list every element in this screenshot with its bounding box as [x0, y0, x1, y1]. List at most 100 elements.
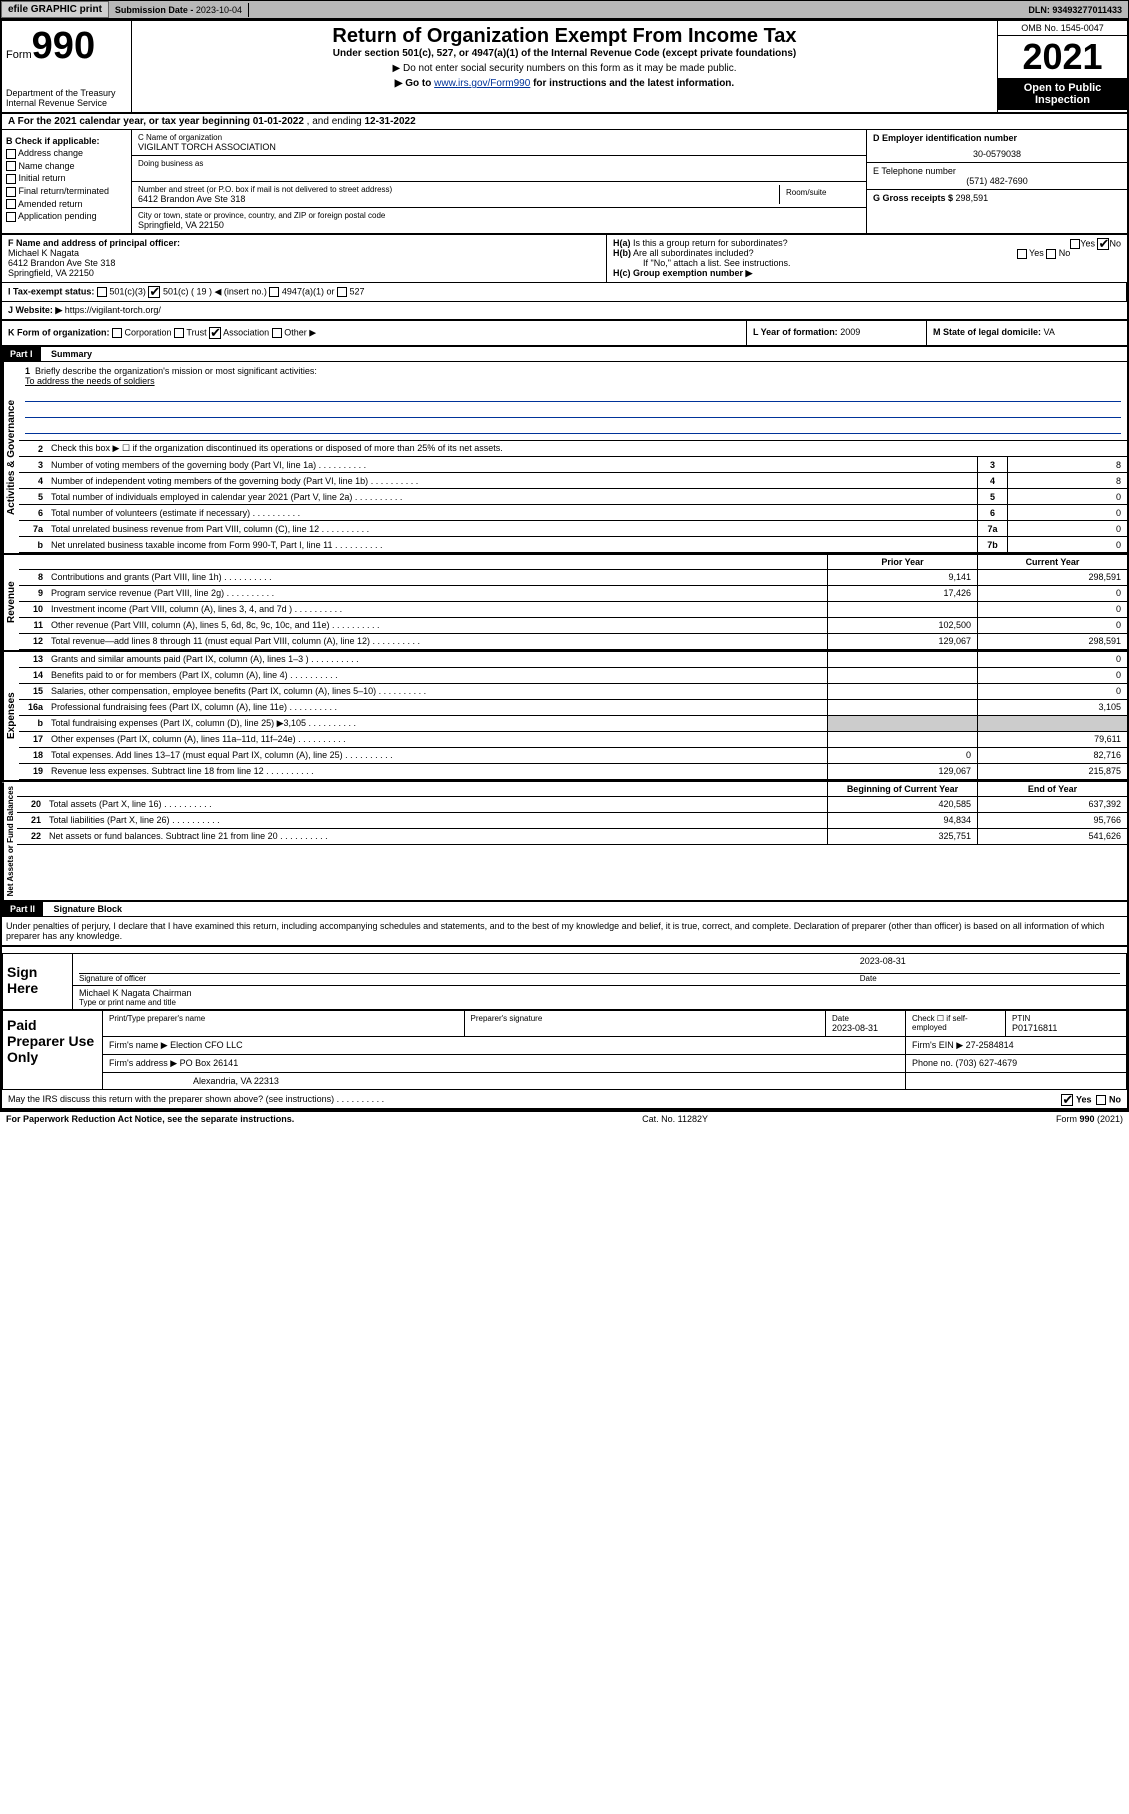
part2-title: Signature Block: [46, 902, 131, 916]
city-state-zip: Springfield, VA 22150: [138, 220, 860, 230]
rev-label: Revenue: [2, 555, 19, 650]
sig-date: 2023-08-31: [860, 956, 1120, 974]
summary-line: 19Revenue less expenses. Subtract line 1…: [19, 764, 1127, 780]
section-a-period: A For the 2021 calendar year, or tax yea…: [2, 114, 1127, 130]
summary-line: 8Contributions and grants (Part VIII, li…: [19, 570, 1127, 586]
final-return-checkbox[interactable]: [6, 187, 16, 197]
trust-checkbox[interactable]: [174, 328, 184, 338]
instructions-link[interactable]: www.irs.gov/Form990: [434, 78, 530, 89]
end-year-header: End of Year: [977, 782, 1127, 796]
current-year-header: Current Year: [977, 555, 1127, 569]
omb-number: OMB No. 1545-0047: [998, 21, 1127, 36]
part1-title: Summary: [43, 347, 100, 361]
ptin: P01716811: [1012, 1023, 1120, 1033]
gross-receipts: 298,591: [956, 193, 989, 203]
name-change-checkbox[interactable]: [6, 161, 16, 171]
telephone: (571) 482-7690: [873, 176, 1121, 186]
form-title: Return of Organization Exempt From Incom…: [136, 25, 993, 48]
other-checkbox[interactable]: [272, 328, 282, 338]
application-pending-checkbox[interactable]: [6, 212, 16, 222]
527-checkbox[interactable]: [337, 287, 347, 297]
declaration-text: Under penalties of perjury, I declare th…: [2, 917, 1127, 947]
hb-no-checkbox[interactable]: [1046, 249, 1056, 259]
summary-line: 17Other expenses (Part IX, column (A), l…: [19, 732, 1127, 748]
summary-line: 7aTotal unrelated business revenue from …: [19, 521, 1127, 537]
section-c-org-info: C Name of organization VIGILANT TORCH AS…: [132, 130, 867, 233]
street-address: 6412 Brandon Ave Ste 318: [138, 194, 779, 204]
firm-name: Election CFO LLC: [170, 1040, 243, 1050]
begin-year-header: Beginning of Current Year: [827, 782, 977, 796]
amended-return-checkbox[interactable]: [6, 199, 16, 209]
page-footer: For Paperwork Reduction Act Notice, see …: [0, 1112, 1129, 1126]
summary-line: 18Total expenses. Add lines 13–17 (must …: [19, 748, 1127, 764]
mission-text: To address the needs of soldiers: [25, 376, 1121, 386]
org-name: VIGILANT TORCH ASSOCIATION: [138, 142, 860, 152]
submission-date: Submission Date - 2023-10-04: [109, 3, 249, 17]
tax-year: 2021: [998, 36, 1127, 78]
initial-return-checkbox[interactable]: [6, 174, 16, 184]
line2-text: Check this box ▶ ☐ if the organization d…: [47, 441, 1127, 456]
summary-line: 22Net assets or fund balances. Subtract …: [17, 829, 1127, 845]
top-bar: efile GRAPHIC print Submission Date - 20…: [0, 0, 1129, 19]
summary-line: bNet unrelated business taxable income f…: [19, 537, 1127, 553]
summary-line: 16aProfessional fundraising fees (Part I…: [19, 700, 1127, 716]
ha-no-checkbox[interactable]: [1097, 238, 1109, 250]
summary-line: bTotal fundraising expenses (Part IX, co…: [19, 716, 1127, 732]
may-irs-discuss: May the IRS discuss this return with the…: [2, 1090, 1127, 1110]
summary-line: 14Benefits paid to or for members (Part …: [19, 668, 1127, 684]
address-change-checkbox[interactable]: [6, 149, 16, 159]
dba-label: Doing business as: [138, 159, 860, 168]
irs-no-checkbox[interactable]: [1096, 1095, 1106, 1105]
summary-line: 12Total revenue—add lines 8 through 11 (…: [19, 634, 1127, 650]
gov-label: Activities & Governance: [2, 362, 19, 553]
exp-label: Expenses: [2, 652, 19, 780]
summary-line: 5Total number of individuals employed in…: [19, 489, 1127, 505]
ein: 30-0579038: [873, 149, 1121, 159]
form-number: Form990: [6, 25, 127, 68]
sign-here-block: Sign Here Signature of officer 2023-08-3…: [2, 953, 1127, 1010]
summary-line: 3Number of voting members of the governi…: [19, 457, 1127, 473]
summary-line: 6Total number of volunteers (estimate if…: [19, 505, 1127, 521]
irs-yes-checkbox[interactable]: [1061, 1094, 1073, 1106]
501c-checkbox[interactable]: [148, 286, 160, 298]
summary-line: 9Program service revenue (Part VIII, lin…: [19, 586, 1127, 602]
501c3-checkbox[interactable]: [97, 287, 107, 297]
section-b-checkboxes: B Check if applicable: Address change Na…: [2, 130, 132, 233]
assoc-checkbox[interactable]: [209, 327, 221, 339]
summary-line: 10Investment income (Part VIII, column (…: [19, 602, 1127, 618]
net-label: Net Assets or Fund Balances: [2, 782, 17, 900]
efile-print-button[interactable]: efile GRAPHIC print: [1, 1, 109, 18]
form-header: Form990 Department of the Treasury Inter…: [2, 21, 1127, 114]
officer-name: Michael K Nagata Chairman: [79, 988, 1120, 998]
instructions-link-row: ▶ Go to www.irs.gov/Form990 for instruct…: [136, 78, 993, 89]
dln: DLN: 93493277011433: [1022, 3, 1128, 17]
corp-checkbox[interactable]: [112, 328, 122, 338]
ha-yes-checkbox[interactable]: [1070, 239, 1080, 249]
summary-line: 4Number of independent voting members of…: [19, 473, 1127, 489]
summary-line: 13Grants and similar amounts paid (Part …: [19, 652, 1127, 668]
room-suite-label: Room/suite: [780, 185, 860, 204]
summary-line: 15Salaries, other compensation, employee…: [19, 684, 1127, 700]
section-f-officer: F Name and address of principal officer:…: [2, 235, 607, 282]
section-k-form-org: K Form of organization: Corporation Trus…: [2, 321, 747, 345]
section-l-year: L Year of formation: 2009: [747, 321, 927, 345]
section-m-state: M State of legal domicile: VA: [927, 321, 1127, 345]
4947-checkbox[interactable]: [269, 287, 279, 297]
department-label: Department of the Treasury Internal Reve…: [6, 88, 127, 108]
hb-yes-checkbox[interactable]: [1017, 249, 1027, 259]
form-subtitle: Under section 501(c), 527, or 4947(a)(1)…: [136, 48, 993, 59]
summary-line: 20Total assets (Part X, line 16)420,5856…: [17, 797, 1127, 813]
firm-phone: (703) 627-4679: [956, 1058, 1018, 1068]
section-h: H(a) Is this a group return for subordin…: [607, 235, 1127, 282]
firm-ein: 27-2584814: [966, 1040, 1014, 1050]
section-i-tax-status: I Tax-exempt status: 501(c)(3) 501(c) ( …: [2, 283, 1127, 301]
open-public-badge: Open to Public Inspection: [998, 78, 1127, 110]
ssn-warning: ▶ Do not enter social security numbers o…: [136, 63, 993, 74]
firm-address: PO Box 26141: [180, 1058, 239, 1068]
paid-preparer-block: Paid Preparer Use Only Print/Type prepar…: [2, 1010, 1127, 1090]
part2-header: Part II: [2, 902, 43, 916]
summary-line: 21Total liabilities (Part X, line 26)94,…: [17, 813, 1127, 829]
prior-year-header: Prior Year: [827, 555, 977, 569]
summary-line: 11Other revenue (Part VIII, column (A), …: [19, 618, 1127, 634]
section-j-website: J Website: ▶ https://vigilant-torch.org/: [2, 302, 1127, 319]
